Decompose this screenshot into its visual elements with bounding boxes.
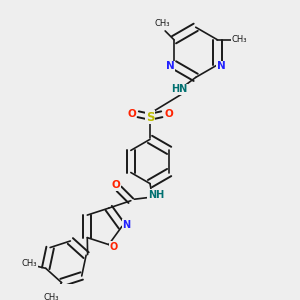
Text: N: N bbox=[122, 220, 130, 230]
Text: S: S bbox=[146, 111, 154, 124]
Text: N: N bbox=[166, 61, 175, 71]
Text: CH₃: CH₃ bbox=[44, 293, 59, 300]
Text: HN: HN bbox=[171, 84, 188, 94]
Text: CH₃: CH₃ bbox=[154, 19, 170, 28]
Text: O: O bbox=[112, 180, 121, 190]
Text: CH₃: CH₃ bbox=[22, 260, 37, 268]
Text: NH: NH bbox=[148, 190, 164, 200]
Text: CH₃: CH₃ bbox=[232, 35, 247, 44]
Text: N: N bbox=[217, 61, 226, 71]
Text: O: O bbox=[164, 109, 173, 119]
Text: O: O bbox=[127, 109, 136, 119]
Text: O: O bbox=[109, 242, 117, 252]
